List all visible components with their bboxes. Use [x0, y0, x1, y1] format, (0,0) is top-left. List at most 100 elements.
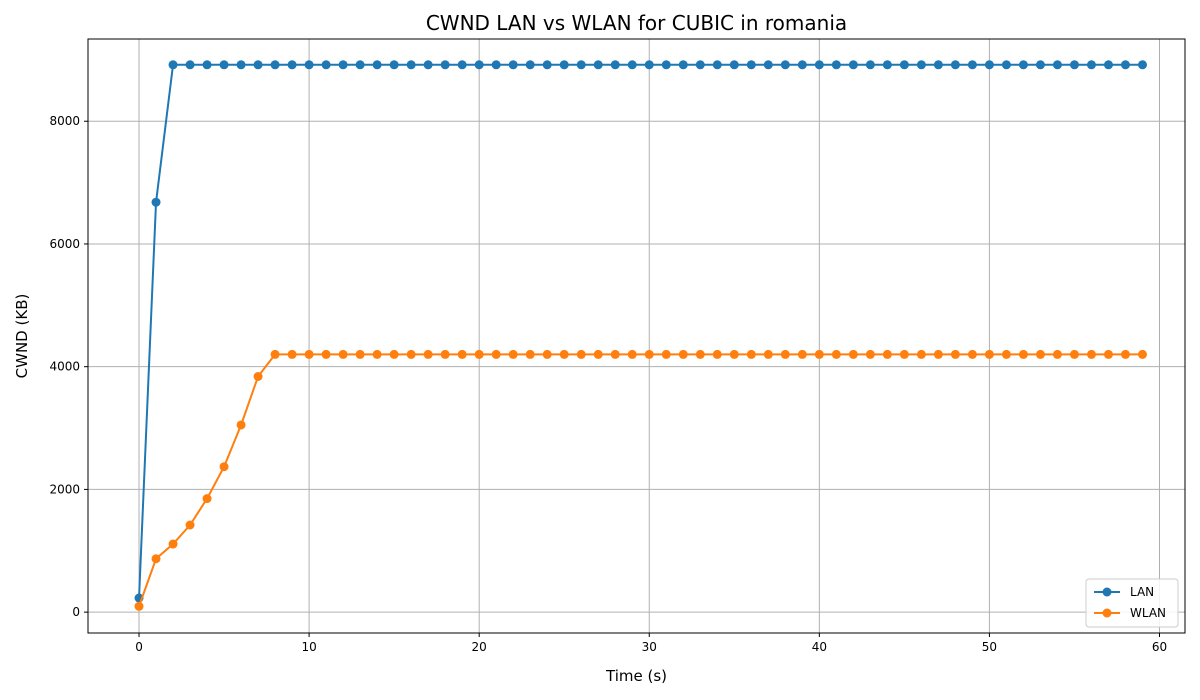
data-point-lan: [1018, 60, 1028, 70]
data-point-wlan: [950, 349, 960, 359]
data-point-wlan: [797, 349, 807, 359]
data-point-lan: [474, 60, 484, 70]
data-point-wlan: [593, 349, 603, 359]
data-point-lan: [491, 60, 501, 70]
data-point-wlan: [933, 349, 943, 359]
data-point-lan: [151, 197, 161, 207]
x-axis-label: Time (s): [605, 667, 667, 685]
data-point-lan: [814, 60, 824, 70]
x-tick-label: 60: [1152, 640, 1167, 654]
legend-marker-wlan: [1102, 608, 1112, 618]
series-layer: [134, 60, 1147, 611]
y-tick-label: 0: [72, 605, 80, 619]
data-point-lan: [219, 60, 229, 70]
data-point-wlan: [1001, 349, 1011, 359]
data-point-wlan: [508, 349, 518, 359]
data-point-wlan: [746, 349, 756, 359]
data-point-wlan: [168, 539, 178, 549]
data-point-wlan: [780, 349, 790, 359]
data-point-wlan: [1137, 349, 1147, 359]
data-point-wlan: [270, 349, 280, 359]
data-point-wlan: [355, 349, 365, 359]
data-point-lan: [1103, 60, 1113, 70]
data-point-wlan: [253, 372, 263, 381]
data-point-lan: [1052, 60, 1062, 70]
data-point-lan: [695, 60, 705, 70]
series-wlan: [134, 349, 1147, 611]
data-point-lan: [304, 60, 314, 70]
grid: [88, 39, 1185, 633]
data-point-lan: [1086, 60, 1096, 70]
data-point-wlan: [984, 349, 994, 359]
data-point-wlan: [814, 349, 824, 359]
x-tick-label: 20: [472, 640, 487, 654]
data-point-lan: [372, 60, 382, 70]
data-point-lan: [559, 60, 569, 70]
data-point-lan: [389, 60, 399, 70]
data-point-wlan: [1103, 349, 1113, 359]
data-point-lan: [661, 60, 671, 70]
data-point-wlan: [338, 349, 348, 359]
data-point-wlan: [202, 494, 212, 504]
x-tick-label: 10: [301, 640, 316, 654]
data-point-lan: [508, 60, 518, 70]
y-tick-label: 2000: [49, 482, 80, 496]
data-point-wlan: [219, 462, 229, 472]
data-point-lan: [882, 60, 892, 70]
data-point-lan: [831, 60, 841, 70]
data-point-wlan: [491, 349, 501, 359]
y-tick-label: 4000: [49, 360, 80, 374]
data-point-wlan: [474, 349, 484, 359]
series-line-lan: [138, 63, 1143, 599]
data-point-lan: [270, 60, 280, 70]
data-point-wlan: [1069, 349, 1079, 359]
legend-label-lan: LAN: [1130, 585, 1154, 599]
x-tick-label: 50: [982, 640, 997, 654]
data-point-lan: [780, 60, 790, 70]
data-point-lan: [202, 60, 212, 70]
data-point-wlan: [134, 601, 144, 611]
data-point-wlan: [321, 349, 331, 359]
data-point-wlan: [882, 349, 892, 359]
data-point-lan: [1001, 60, 1011, 70]
data-point-wlan: [1120, 349, 1130, 359]
series-line-wlan: [138, 353, 1143, 607]
x-tick-label: 40: [812, 640, 827, 654]
data-point-lan: [406, 60, 416, 70]
data-point-lan: [236, 60, 246, 70]
data-point-lan: [729, 60, 739, 70]
data-point-wlan: [304, 349, 314, 359]
series-lan: [134, 60, 1147, 603]
data-point-wlan: [729, 349, 739, 359]
data-point-lan: [763, 60, 773, 70]
data-point-lan: [593, 60, 603, 70]
chart-title: CWND LAN vs WLAN for CUBIC in romania: [426, 11, 847, 35]
data-point-lan: [338, 60, 348, 70]
data-point-lan: [899, 60, 909, 70]
data-point-wlan: [423, 349, 433, 359]
data-point-lan: [1120, 60, 1130, 70]
data-point-wlan: [831, 349, 841, 359]
data-point-lan: [168, 60, 178, 70]
data-point-wlan: [1052, 349, 1062, 359]
data-point-lan: [797, 60, 807, 70]
data-point-wlan: [287, 349, 297, 359]
data-point-wlan: [848, 349, 858, 359]
data-point-wlan: [712, 349, 722, 359]
data-point-lan: [355, 60, 365, 70]
data-point-wlan: [1086, 349, 1096, 359]
data-point-lan: [848, 60, 858, 70]
data-point-wlan: [372, 349, 382, 359]
y-tick-label: 6000: [49, 237, 80, 251]
legend-label-wlan: WLAN: [1130, 606, 1166, 620]
data-point-wlan: [967, 349, 977, 359]
data-point-lan: [287, 60, 297, 70]
data-point-lan: [644, 60, 654, 70]
data-point-wlan: [627, 349, 637, 359]
data-point-lan: [746, 60, 756, 70]
data-point-wlan: [151, 554, 161, 564]
data-point-wlan: [389, 349, 399, 359]
data-point-lan: [627, 60, 637, 70]
data-point-wlan: [1018, 349, 1028, 359]
